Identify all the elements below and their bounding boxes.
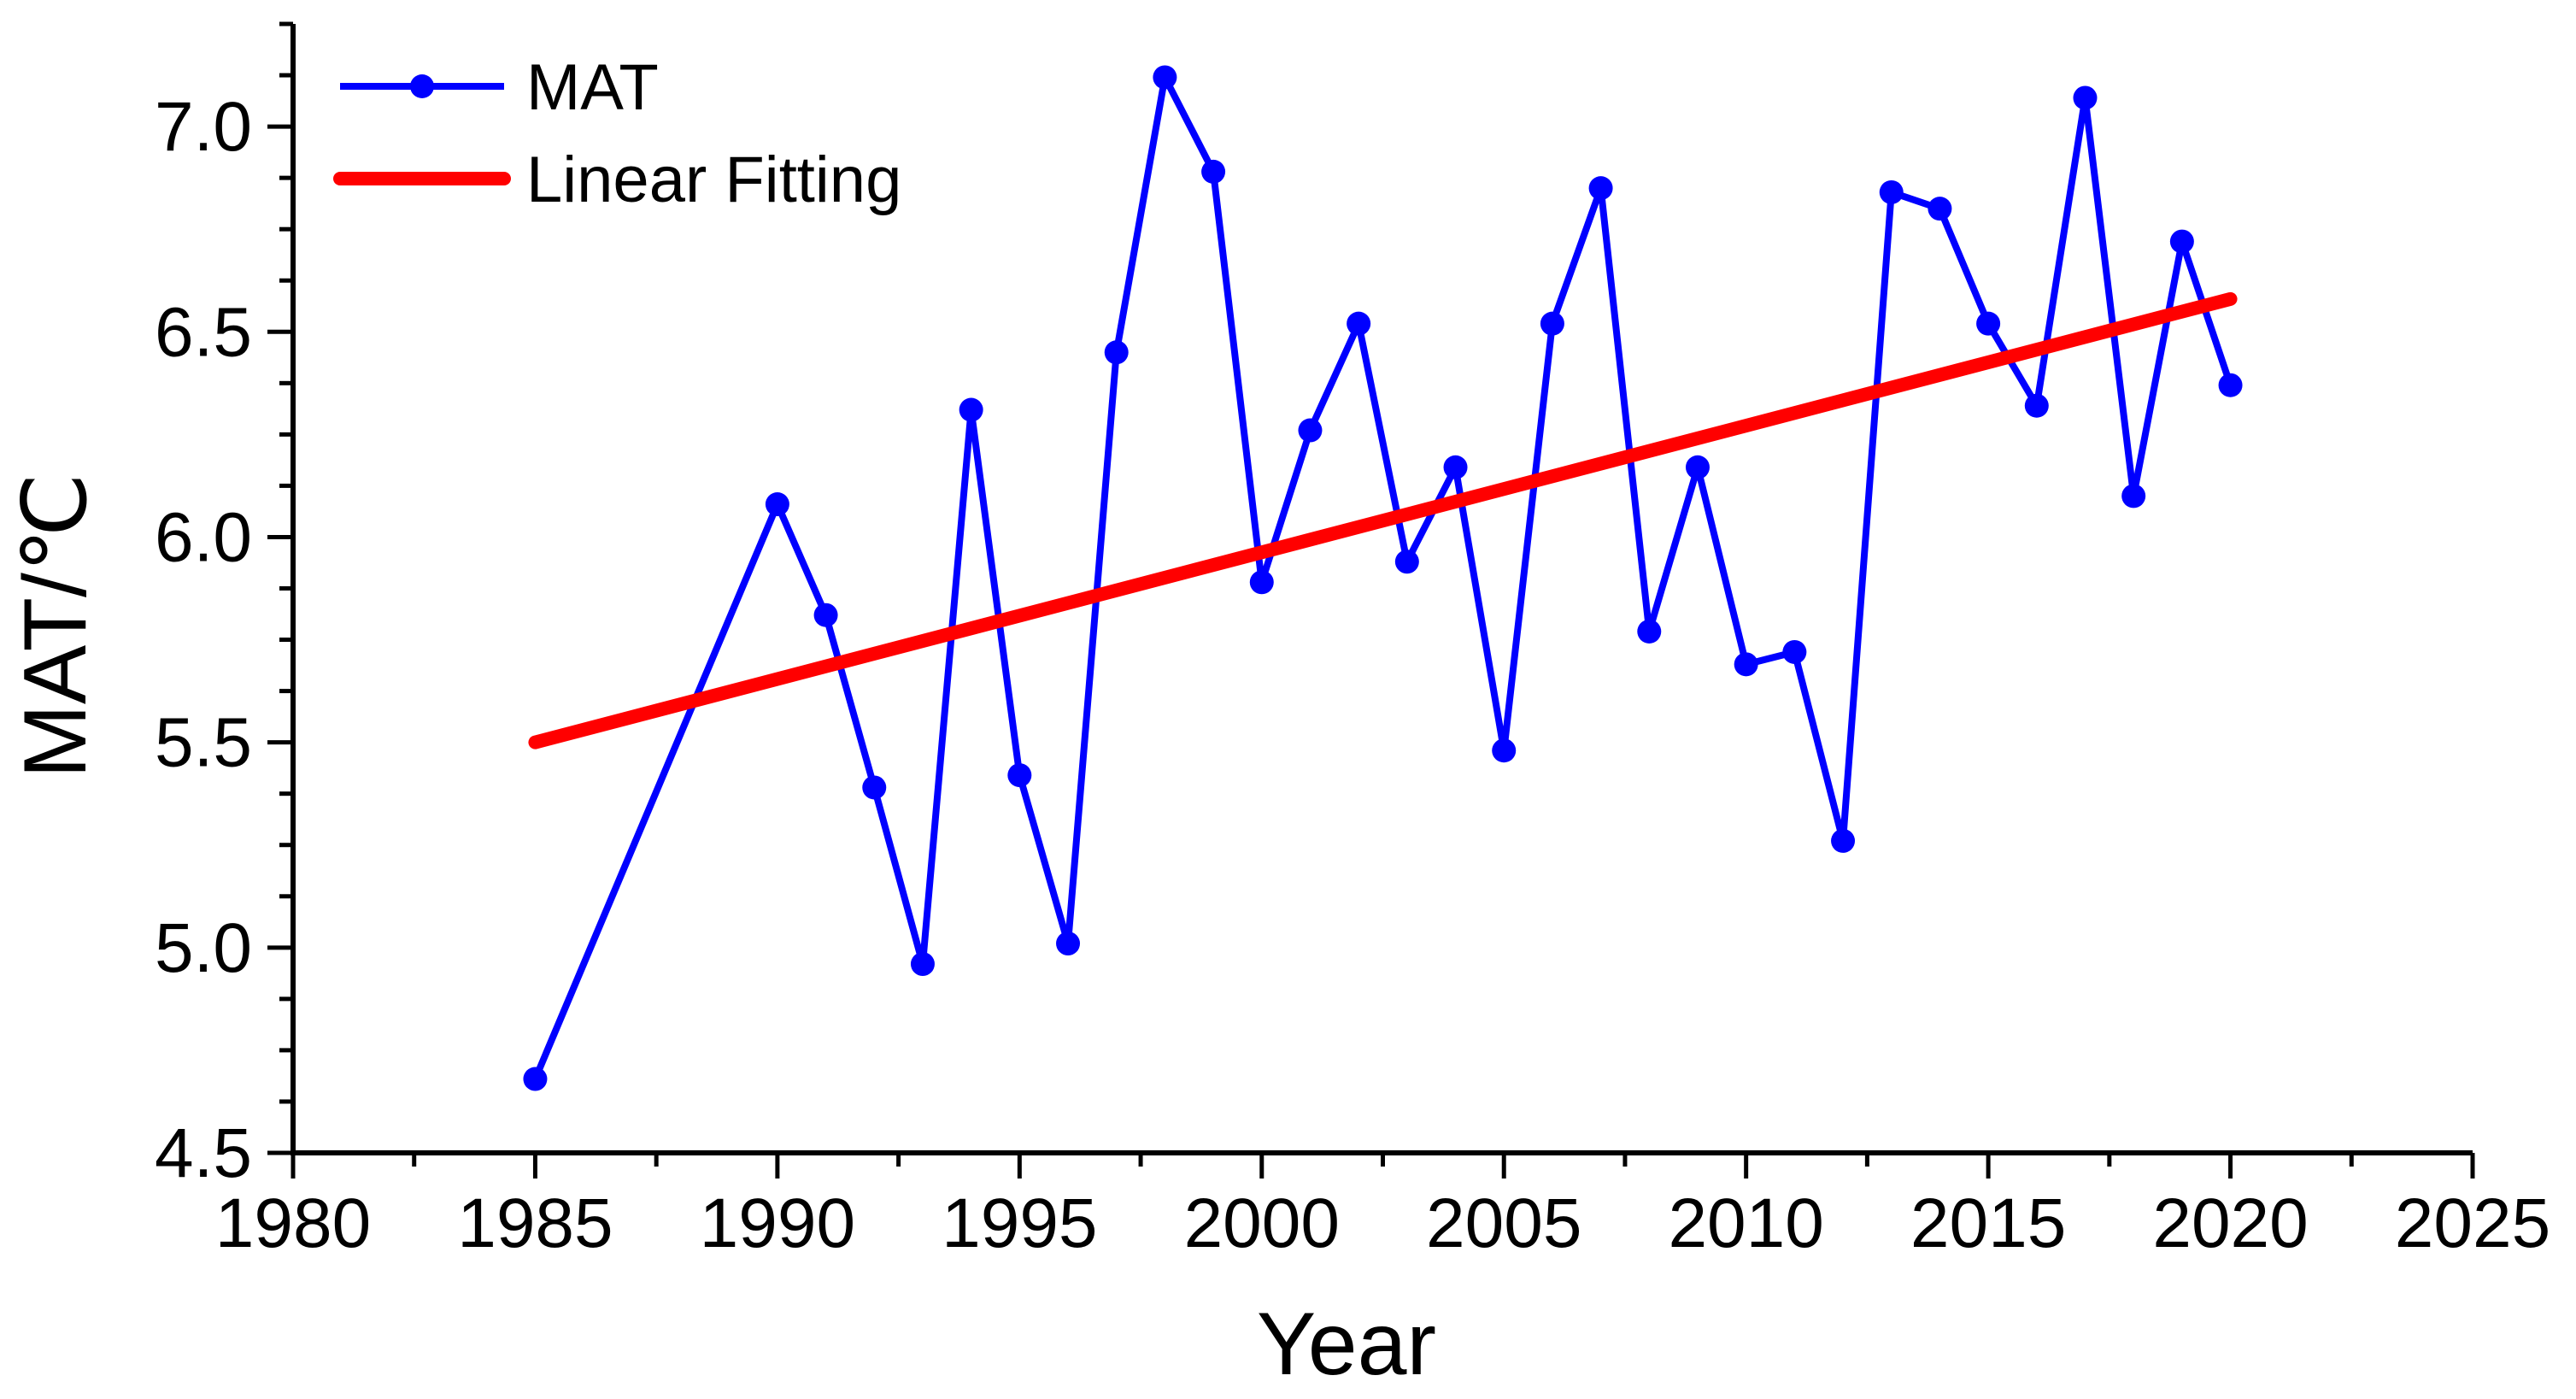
series-layer: [523, 65, 2243, 1091]
mat-point-2002: [1347, 311, 1371, 336]
mat-point-2011: [1782, 639, 1807, 664]
x-tick-label: 2005: [1426, 1184, 1581, 1262]
mat-point-1998: [1153, 65, 1177, 90]
mat-point-1990: [765, 492, 789, 517]
y-tick-label: 5.0: [155, 909, 252, 987]
mat-point-1995: [1007, 763, 1032, 788]
mat-point-2014: [1928, 197, 1952, 221]
x-tick-label: 1995: [942, 1184, 1097, 1262]
mat-point-1991: [813, 603, 838, 627]
mat-point-1992: [862, 775, 887, 800]
mat-point-2008: [1637, 619, 1662, 644]
mat-point-2013: [1879, 179, 1904, 204]
mat-point-2019: [2169, 229, 2194, 254]
mat-point-2006: [1540, 311, 1564, 336]
x-tick-label: 2025: [2395, 1184, 2550, 1262]
mat-point-2007: [1588, 176, 1613, 201]
x-tick-label: 2000: [1184, 1184, 1340, 1262]
mat-point-1996: [1056, 932, 1081, 956]
mat-point-2010: [1734, 652, 1758, 677]
mat-series-line: [531, 73, 2234, 1081]
x-axis-title: Year: [1257, 1295, 1436, 1394]
mat-point-2005: [1492, 738, 1517, 763]
mat-point-2004: [1443, 455, 1468, 479]
mat-point-2001: [1298, 418, 1323, 443]
y-tick-label: 6.5: [155, 293, 252, 371]
legend-mat-label: MAT: [526, 51, 659, 124]
x-tick-label: 1985: [457, 1184, 613, 1262]
y-tick-label: 4.5: [155, 1114, 252, 1192]
mat-point-2000: [1249, 570, 1274, 595]
mat-point-2020: [2218, 373, 2243, 397]
mat-point-2003: [1394, 550, 1419, 574]
linear-fitting-line: [528, 291, 2238, 749]
mat-point-1994: [959, 397, 983, 422]
mat-point-2015: [1976, 311, 2001, 336]
y-tick-label: 5.5: [155, 704, 252, 782]
x-tick-label: 2020: [2152, 1184, 2308, 1262]
mat-point-1999: [1201, 159, 1226, 184]
x-axis-ticks: 1980 1985 1990 1995 2000 2005 2010 2015 2020 2025: [215, 1153, 2550, 1262]
legend-fit-label: Linear Fitting: [526, 144, 901, 216]
x-tick-label: 2015: [1910, 1184, 2066, 1262]
mat-point-1993: [910, 952, 935, 977]
x-tick-label: 2010: [1668, 1184, 1823, 1262]
y-axis-ticks: 4.5 5.0 5.5 6.0 6.5 7.0: [155, 21, 293, 1192]
mat-point-2012: [1831, 828, 1856, 853]
x-tick-label: 1980: [215, 1184, 371, 1262]
y-tick-label: 6.0: [155, 498, 252, 576]
mat-point-2018: [2121, 484, 2146, 508]
mat-point-1985: [523, 1067, 548, 1091]
mat-point-2016: [2024, 393, 2049, 418]
x-tick-label: 1990: [700, 1184, 855, 1262]
y-tick-label: 7.0: [155, 88, 252, 166]
legend-mat-marker: [410, 74, 434, 98]
y-axis-title: MAT/℃: [6, 473, 105, 779]
legend: MAT Linear Fitting: [333, 51, 901, 216]
mat-point-2017: [2073, 85, 2098, 110]
mat-point-2009: [1685, 455, 1710, 479]
mat-point-1997: [1104, 340, 1129, 365]
